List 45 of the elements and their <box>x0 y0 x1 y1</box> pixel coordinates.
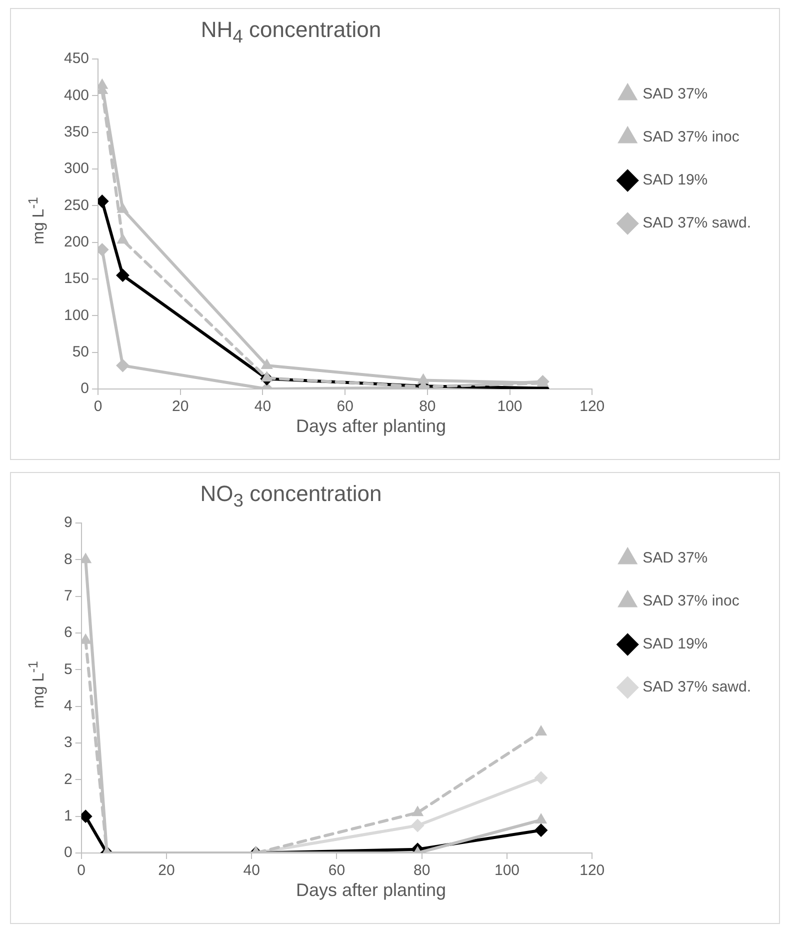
y-tick-label: 450 <box>64 50 90 68</box>
x-axis-title: Days after planting <box>294 880 448 901</box>
legend-label: SAD 37% sawd. <box>642 678 752 696</box>
x-axis-title: Days after planting <box>294 416 448 437</box>
x-tick-label: 40 <box>254 398 272 416</box>
x-tick-label: 60 <box>336 398 354 416</box>
y-tick-label: 8 <box>64 550 72 568</box>
legend-label: SAD 19% <box>642 172 708 189</box>
x-tick-label: 120 <box>580 862 605 880</box>
legend-label: SAD 37% <box>642 550 708 567</box>
y-tick-label: 100 <box>64 306 90 324</box>
y-tick-label: 300 <box>64 160 90 178</box>
legend-label: SAD 19% <box>642 636 708 653</box>
y-tick-label: 1 <box>64 807 72 824</box>
y-tick-label: 4 <box>64 697 72 714</box>
y-tick-label: 9 <box>64 514 72 532</box>
x-tick-label: 100 <box>497 398 522 416</box>
x-tick-label: 100 <box>494 862 520 880</box>
x-tick-label: 40 <box>243 862 260 880</box>
y-tick-label: 0 <box>64 844 72 862</box>
x-tick-label: 20 <box>172 398 189 416</box>
legend-label: SAD 37% inoc <box>642 128 740 146</box>
y-tick-label: 7 <box>64 587 72 604</box>
y-tick-label: 50 <box>72 343 90 360</box>
x-tick-label: 80 <box>419 398 436 416</box>
y-tick-label: 250 <box>64 196 90 214</box>
chart-title: NO$_{3}$ concentration <box>199 481 383 512</box>
x-tick-label: 20 <box>158 862 175 880</box>
legend-label: SAD 37% <box>642 86 708 103</box>
legend-label: SAD 37% inoc <box>642 592 740 610</box>
x-tick-label: 80 <box>414 862 430 880</box>
y-tick-label: 0 <box>80 380 90 398</box>
chart-title: NH$_{4}$ concentration <box>200 17 382 48</box>
y-tick-label: 350 <box>64 123 90 140</box>
x-tick-label: 120 <box>580 398 605 416</box>
x-tick-label: 60 <box>328 862 346 880</box>
legend-label: SAD 37% sawd. <box>642 214 752 232</box>
y-tick-label: 400 <box>64 86 90 104</box>
y-tick-label: 200 <box>64 233 90 250</box>
x-tick-label: 0 <box>94 398 102 416</box>
y-tick-label: 150 <box>64 270 90 288</box>
y-tick-label: 6 <box>64 624 72 642</box>
y-tick-label: 3 <box>64 734 72 752</box>
y-tick-label: 2 <box>64 770 72 788</box>
y-tick-label: 5 <box>64 660 72 678</box>
